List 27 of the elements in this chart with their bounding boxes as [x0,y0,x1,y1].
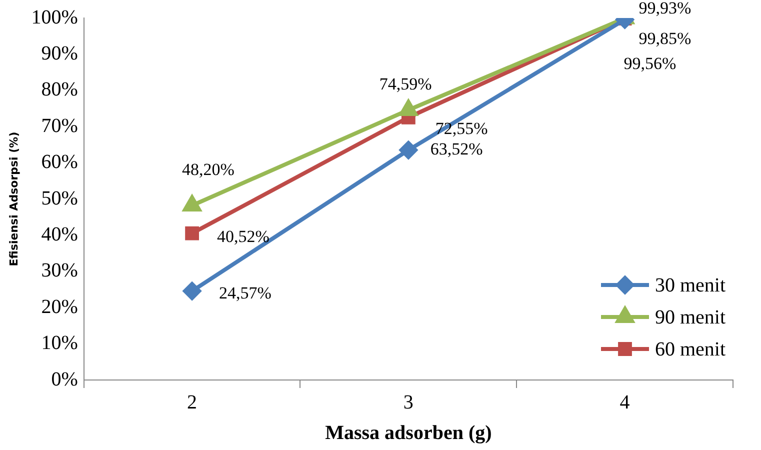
y-tick-label: 40% [41,223,78,246]
data-label: 74,59% [379,74,432,94]
y-tick-label: 0% [51,368,78,390]
y-tick-label: 60% [41,151,78,174]
x-axis-title: Massa adsorben (g) [325,422,492,444]
y-tick-label: 30% [41,260,78,282]
data-label: 99,56% [624,54,676,74]
y-axis-title: Efisiensi Adsorpsi (%) [7,132,20,266]
data-label: 99,93% [638,0,692,18]
data-label: 99,85% [638,29,692,48]
legend-label: 90 menit [655,306,726,328]
legend-label: 30 menit [655,274,726,296]
y-tick-label: 10% [41,332,78,354]
y-tick-label: 70% [41,114,78,137]
data-label: 24,57% [219,284,272,303]
legend-label: 60 menit [655,338,726,360]
data-label: 40,52% [217,226,270,246]
y-tick-label: 50% [41,187,78,210]
y-tick-label: 80% [41,78,78,101]
x-tick-label: 4 [620,391,630,414]
y-tick-label: 100% [31,6,78,28]
y-tick-label: 20% [41,296,78,318]
x-tick-label: 2 [187,391,198,414]
x-tick-label: 3 [403,391,414,414]
data-label: 48,20% [182,160,234,179]
data-label: 63,52% [430,140,483,159]
y-tick-label: 90% [41,42,78,64]
